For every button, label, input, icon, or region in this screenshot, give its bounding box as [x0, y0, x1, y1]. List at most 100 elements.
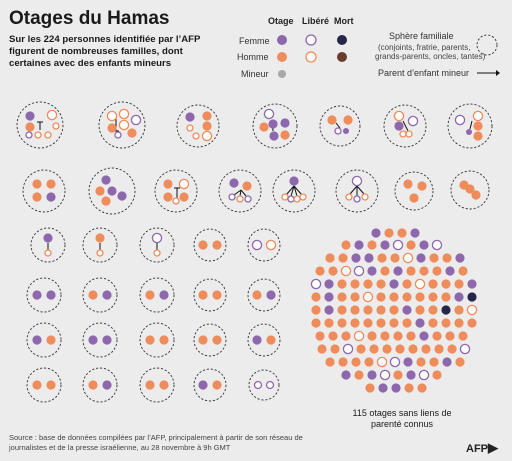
femme-libere-marker	[392, 239, 404, 251]
homme-otage-marker	[212, 290, 222, 300]
homme-otage-marker	[384, 228, 394, 238]
homme-otage-marker	[395, 344, 405, 354]
homme-otage-marker	[259, 122, 269, 132]
family-group	[176, 104, 220, 148]
femme-mort-marker	[467, 292, 477, 302]
family-group	[139, 367, 175, 403]
family-sphere	[450, 170, 490, 210]
homme-otage-marker	[127, 128, 137, 138]
homme-otage-marker	[212, 380, 222, 390]
homme-libere-marker	[153, 249, 161, 257]
femme-mort-marker	[337, 35, 347, 45]
family-group	[193, 368, 227, 402]
mineur-marker	[278, 70, 286, 78]
homme-otage-marker	[363, 279, 373, 289]
family-group	[82, 277, 118, 313]
homme-otage-marker	[417, 181, 427, 191]
family-group	[16, 101, 64, 149]
homme-otage-marker	[32, 179, 42, 189]
homme-otage-marker	[428, 279, 438, 289]
femme-otage-marker	[367, 370, 377, 380]
legend-col-otage: Otage	[268, 16, 294, 26]
family-sphere	[247, 278, 281, 312]
cluster-note: 115 otages sans liens de parenté connus	[352, 408, 452, 429]
homme-otage-marker	[369, 344, 379, 354]
homme-otage-marker	[455, 357, 465, 367]
family-sphere	[335, 169, 379, 213]
femme-libere-marker	[407, 115, 419, 127]
family-sphere	[476, 34, 498, 56]
homme-otage-marker	[441, 318, 451, 328]
femme-otage-marker	[416, 253, 426, 263]
family-sphere	[82, 277, 118, 313]
parent-link	[239, 189, 242, 197]
homme-libere-marker	[118, 108, 130, 120]
family-group	[139, 322, 175, 358]
homme-otage-marker	[415, 292, 425, 302]
homme-otage-marker	[337, 292, 347, 302]
family-group	[248, 369, 280, 401]
femme-libere-marker	[379, 369, 391, 381]
femme-otage-marker	[445, 266, 455, 276]
family-sphere	[26, 322, 62, 358]
homme-otage-marker	[454, 305, 464, 315]
femme-otage-marker	[467, 279, 477, 289]
homme-otage-marker	[441, 292, 451, 302]
homme-otage-marker	[95, 186, 105, 196]
homme-otage-marker	[445, 331, 455, 341]
homme-otage-marker	[380, 331, 390, 341]
femme-libere-marker	[25, 131, 33, 139]
family-sphere	[193, 228, 227, 262]
family-group	[88, 167, 136, 215]
homme-otage-marker	[325, 253, 335, 263]
homme-libere-marker	[353, 330, 365, 342]
homme-otage-marker	[324, 318, 334, 328]
parent-link	[356, 185, 365, 195]
femme-libere-marker	[310, 278, 322, 290]
family-group	[252, 103, 298, 149]
homme-otage-marker	[315, 266, 325, 276]
family-group	[247, 228, 281, 262]
homme-otage-marker	[327, 115, 337, 125]
homme-otage-marker	[311, 318, 321, 328]
homme-otage-marker	[202, 121, 212, 131]
femme-otage-marker	[378, 383, 388, 393]
homme-otage-marker	[277, 52, 287, 62]
homme-otage-marker	[429, 253, 439, 263]
homme-libere-marker	[345, 193, 353, 201]
parent-link	[240, 189, 247, 197]
homme-otage-marker	[376, 279, 386, 289]
family-group	[383, 104, 427, 148]
femme-otage-marker	[406, 370, 416, 380]
femme-otage-marker	[394, 121, 404, 131]
family-sphere	[82, 367, 118, 403]
parent-link	[293, 185, 298, 197]
femme-otage-marker	[402, 305, 412, 315]
homme-otage-marker	[393, 331, 403, 341]
femme-otage-marker	[324, 279, 334, 289]
femme-libere-marker	[351, 175, 363, 187]
homme-libere-marker	[46, 109, 58, 121]
homme-otage-marker	[406, 240, 416, 250]
homme-otage-marker	[350, 292, 360, 302]
homme-otage-marker	[266, 335, 276, 345]
femme-libere-marker	[287, 195, 295, 203]
homme-otage-marker	[403, 179, 413, 189]
homme-otage-marker	[338, 253, 348, 263]
family-sphere	[139, 367, 175, 403]
homme-otage-marker	[46, 380, 56, 390]
homme-otage-marker	[376, 318, 386, 328]
femme-otage-marker	[455, 253, 465, 263]
parent-link	[285, 185, 295, 196]
homme-otage-marker	[252, 290, 262, 300]
family-sphere	[82, 322, 118, 358]
homme-libere-marker	[44, 249, 52, 257]
homme-otage-marker	[343, 115, 353, 125]
femme-libere-marker	[228, 193, 236, 201]
homme-otage-marker	[428, 305, 438, 315]
parent-link	[402, 120, 409, 132]
femme-otage-marker	[343, 128, 349, 134]
homme-libere-marker	[178, 178, 190, 190]
femme-otage-marker	[289, 176, 299, 186]
homme-otage-marker	[337, 305, 347, 315]
